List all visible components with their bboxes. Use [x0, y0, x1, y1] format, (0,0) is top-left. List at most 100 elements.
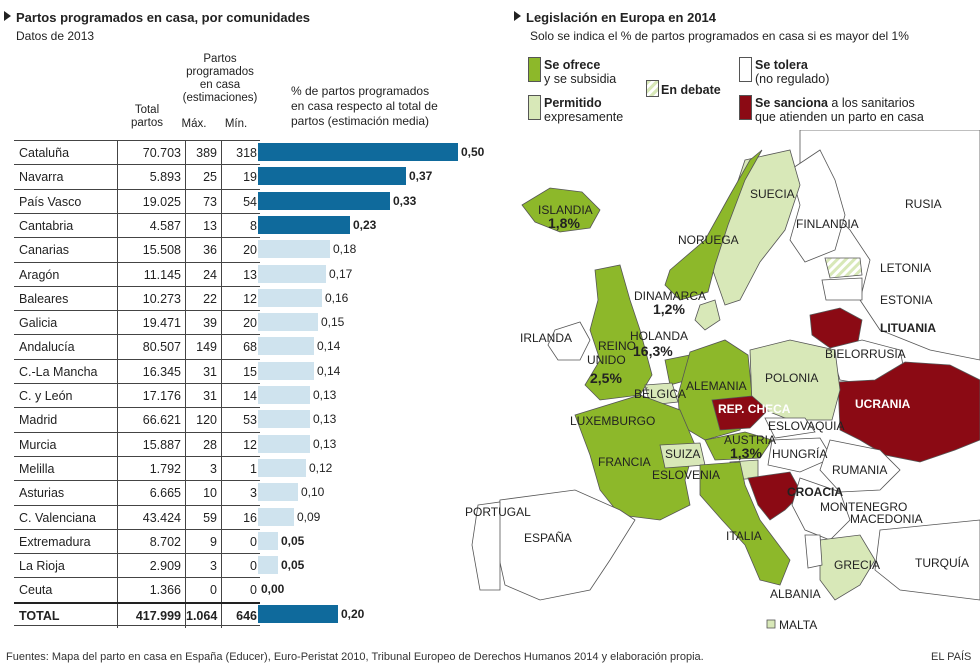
- legend-ofrece-desc: y se subsidia: [544, 72, 617, 86]
- row-min: 15: [221, 359, 261, 384]
- row-total-partos: 15.887: [117, 432, 185, 457]
- bar: [258, 386, 310, 404]
- row-min: 53: [221, 408, 261, 433]
- bar: [258, 240, 330, 259]
- bar: [258, 483, 298, 502]
- label-reino-unido-2: UNIDO: [587, 353, 626, 367]
- row-total-partos: 70.703: [117, 141, 185, 165]
- col-header-partos-line2: programados: [186, 66, 254, 78]
- col-header-max: Máx.: [181, 118, 207, 130]
- table-row: Cantabria 4.587 13 8: [14, 212, 260, 238]
- table-row: C. y León 17.176 31 14: [14, 383, 261, 408]
- table-row: Murcia 15.887 28 12: [14, 431, 261, 457]
- label-croacia: CROACIA: [787, 485, 843, 499]
- col-header-pct-line3: partos (estimación media): [291, 114, 430, 128]
- row-min: 68: [221, 335, 261, 360]
- map-uk: [584, 264, 653, 401]
- col-header-partos: Partos programados en casa (estimaciones…: [174, 53, 266, 105]
- map-italy: [699, 461, 791, 586]
- row-name: Andalucía: [19, 340, 75, 355]
- row-min: 12: [221, 432, 261, 457]
- row-min: 16: [221, 505, 261, 530]
- row-max: 25: [185, 165, 221, 190]
- triangle-bullet-icon: [4, 11, 11, 21]
- table-row: Andalucía 80.507 149 68: [14, 334, 261, 360]
- triangle-bullet-icon: [514, 11, 521, 21]
- bar: [258, 556, 278, 575]
- label-rep-checa: REP. CHECA: [718, 402, 791, 416]
- row-name: Cataluña: [19, 146, 70, 160]
- row-name: Canarias: [19, 243, 70, 258]
- legend-debate: En debate: [661, 83, 721, 97]
- label-hungria: HUNGRÍA: [772, 446, 827, 461]
- row-max: 22: [185, 286, 221, 311]
- label-macedonia: MACEDONIA: [850, 512, 923, 526]
- bar-value-label: 0,50: [461, 145, 485, 159]
- map-estonia: [821, 277, 863, 301]
- col-header-pct: % de partos programados en casa respecto…: [291, 84, 438, 129]
- bar-value-label: 0,13: [313, 412, 337, 427]
- bar: [258, 313, 318, 332]
- legend-permitido: Permitido expresamente: [544, 96, 623, 124]
- bar: [258, 507, 294, 526]
- row-name: Extremadura: [19, 534, 91, 549]
- row-name: Navarra: [19, 170, 64, 185]
- pct-islandia: 1,8%: [548, 215, 580, 231]
- bar-value-label: 0,16: [325, 290, 349, 305]
- label-ucrania: UCRANIA: [855, 397, 911, 411]
- map-greece: [819, 534, 876, 601]
- row-total-partos: 19.025: [117, 189, 185, 214]
- row-name: Murcia: [19, 437, 57, 452]
- row-min: 1: [221, 456, 261, 481]
- row-min: 14: [221, 384, 261, 408]
- table-row: TOTAL 417.999 1.064 646: [14, 601, 260, 628]
- row-min: 20: [221, 311, 261, 336]
- bar: [258, 288, 322, 307]
- europe-map: SUECIA FINLANDIA RUSIA ISLANDIA 1,8% NOR…: [460, 130, 980, 640]
- footer-sources: Fuentes: Mapa del parto en casa en Españ…: [6, 651, 704, 663]
- map-austria: [704, 431, 773, 461]
- row-max: 31: [185, 384, 221, 408]
- row-name: La Rioja: [19, 559, 65, 574]
- label-finlandia: FINLANDIA: [796, 217, 859, 231]
- map-hungary: [767, 437, 833, 473]
- label-letonia: LETONIA: [880, 261, 931, 275]
- table-row: Asturias 6.665 10 3: [14, 480, 260, 506]
- row-total-partos: 16.345: [117, 359, 185, 384]
- label-eslovenia: ESLOVENIA: [652, 468, 720, 482]
- pct-dinamarca: 1,2%: [653, 301, 685, 317]
- label-noruega: NORUEGA: [678, 233, 739, 247]
- row-max: 10: [185, 481, 221, 506]
- col-header-total-line2: partos: [131, 117, 163, 129]
- row-max: 3: [185, 554, 221, 579]
- row-min: 20: [221, 238, 261, 263]
- legend-tolera: Se tolera (no regulado): [755, 58, 829, 86]
- map-slovakia: [764, 417, 816, 439]
- bar: [258, 337, 314, 356]
- bar: [258, 167, 406, 186]
- map-latvia: [824, 257, 863, 279]
- label-turquia: TURQUÍA: [915, 555, 969, 570]
- label-grecia: GRECIA: [834, 558, 880, 572]
- legend-tolera-title: Se tolera: [755, 58, 808, 72]
- row-max: 13: [185, 213, 221, 238]
- row-name: Baleares: [19, 291, 69, 306]
- label-malta: MALTA: [779, 618, 817, 632]
- row-total-partos: 11.145: [117, 262, 185, 287]
- row-max: 0: [185, 578, 221, 603]
- row-max: 31: [185, 359, 221, 384]
- row-total-partos: 1.366: [117, 578, 185, 603]
- legend-sanciona-title: Se sanciona: [755, 96, 828, 110]
- row-total-partos: 66.621: [117, 408, 185, 433]
- table-row: C. Valenciana 43.424 59 16: [14, 504, 261, 530]
- row-total-partos: 417.999: [117, 603, 185, 628]
- row-min: 0: [221, 529, 261, 554]
- row-max: 39: [185, 311, 221, 336]
- row-max: 36: [185, 238, 221, 263]
- row-min: 19: [221, 165, 261, 190]
- row-max: 3: [185, 456, 221, 481]
- label-alemania: ALEMANIA: [686, 379, 747, 393]
- row-name: TOTAL: [19, 608, 60, 623]
- table-row: Galicia 19.471 39 20: [14, 310, 261, 336]
- bar-value-label: 0,13: [313, 388, 337, 402]
